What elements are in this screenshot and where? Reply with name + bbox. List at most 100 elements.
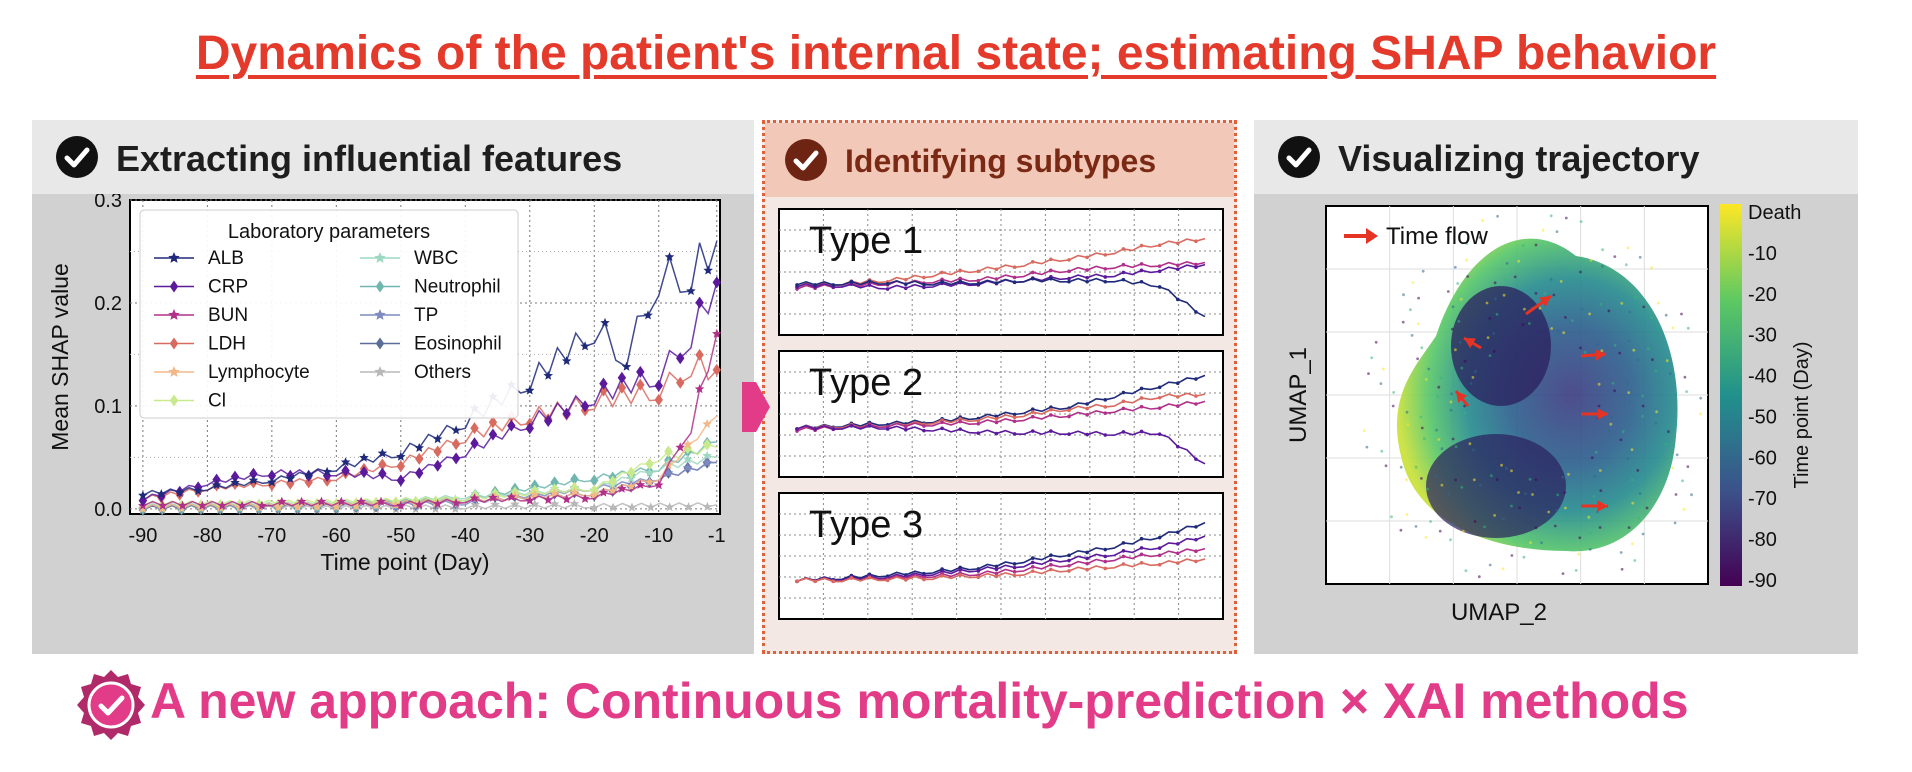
umap-point (1446, 290, 1450, 293)
umap-point (1362, 429, 1366, 433)
subtype-series-marker (1103, 253, 1108, 257)
umap-point (1468, 442, 1472, 446)
subtype-series-marker (795, 283, 799, 287)
umap-point (1488, 563, 1492, 567)
legend-marker (168, 309, 180, 320)
umap-point (1416, 357, 1419, 361)
umap-point (1429, 520, 1432, 523)
umap-point (1365, 445, 1369, 449)
umap-point (1450, 392, 1454, 396)
umap-point (1613, 389, 1616, 393)
checkmark-icon (56, 136, 98, 178)
umap-point (1384, 464, 1388, 468)
umap-point (1675, 453, 1679, 457)
checkmark-icon (1278, 136, 1320, 178)
umap-point (1597, 404, 1601, 408)
series-marker (212, 473, 221, 486)
series-marker (683, 439, 693, 449)
series-marker (376, 496, 386, 506)
subtype-series-marker (1012, 565, 1017, 570)
umap-point (1547, 510, 1551, 514)
series-marker (683, 502, 694, 512)
subtype-series-marker (976, 569, 981, 573)
series-marker (396, 474, 406, 487)
umap-point (1588, 312, 1591, 316)
umap-point (1597, 382, 1601, 386)
umap-point (1599, 302, 1603, 306)
umap-point (1571, 319, 1574, 322)
subtype-series-marker (1176, 561, 1180, 565)
subtype-series-marker (849, 576, 854, 580)
umap-point (1588, 548, 1592, 551)
subtype-series-marker (1103, 267, 1108, 271)
umap-point (1505, 262, 1509, 265)
umap-point (1559, 280, 1563, 283)
umap-point (1463, 404, 1466, 408)
subtype-series-marker (958, 419, 962, 424)
subtype-series-marker (940, 420, 944, 425)
subtype-series-marker (1121, 247, 1126, 251)
subtype-series-marker (1085, 567, 1089, 572)
series-marker (617, 371, 627, 384)
subtype-series-marker (958, 567, 962, 572)
umap-point (1370, 356, 1374, 360)
umap-point (1493, 281, 1497, 285)
subtype-series-marker (1030, 276, 1035, 281)
subtype-series-marker (1157, 432, 1162, 436)
subtype-series-marker (1176, 381, 1180, 385)
umap-point (1556, 493, 1560, 497)
umap-point (1630, 448, 1634, 451)
umap-point (1510, 554, 1514, 557)
subtype-series-marker (1103, 411, 1108, 415)
umap-point (1626, 246, 1630, 250)
series-marker (654, 379, 663, 392)
umap-point (1423, 437, 1426, 441)
legend-marker (169, 280, 179, 293)
series-marker (695, 348, 704, 361)
series-marker (664, 445, 673, 458)
subtype-series-marker (958, 416, 962, 421)
subtype-series-marker (1139, 396, 1144, 400)
umap-point (1555, 230, 1559, 233)
umap-point (1529, 541, 1532, 545)
umap-point (1562, 331, 1566, 335)
umap-point (1626, 457, 1630, 460)
umap-point (1405, 513, 1409, 516)
subtype-series-marker (976, 431, 981, 435)
subtype-series-marker (1049, 562, 1053, 567)
umap-point (1601, 248, 1604, 252)
subtype-series-marker (922, 424, 926, 428)
series-marker (414, 499, 424, 509)
series-marker (510, 490, 520, 500)
subtype-series-marker (940, 270, 944, 275)
series-marker (304, 476, 313, 489)
series-marker (636, 378, 645, 391)
umap-point (1589, 259, 1593, 262)
subtypes-panel-header: Identifying subtypes (765, 123, 1234, 197)
umap-point (1630, 478, 1634, 482)
umap-point (1471, 376, 1475, 379)
umap-point (1367, 372, 1370, 375)
subtype-series-marker (976, 282, 981, 286)
umap-point (1513, 275, 1517, 279)
series-marker (549, 499, 560, 509)
umap-point (1472, 478, 1476, 482)
umap-point (1460, 366, 1464, 370)
umap-point (1392, 391, 1396, 394)
series-marker (600, 317, 610, 327)
verified-badge-icon (77, 670, 145, 740)
umap-point (1682, 507, 1686, 511)
subtype-series-line (796, 535, 1206, 583)
subtype-series-marker (1067, 279, 1071, 284)
umap-point (1502, 517, 1505, 521)
series-marker (702, 457, 712, 467)
x-tick-label: -40 (451, 525, 480, 547)
umap-point (1619, 438, 1623, 442)
series-marker (285, 473, 295, 483)
series-marker (654, 393, 663, 406)
series-marker (451, 425, 461, 435)
subtype-series-marker (1139, 546, 1144, 550)
legend-title: Laboratory parameters (228, 221, 430, 243)
series-marker (490, 499, 500, 509)
umap-point (1501, 567, 1505, 571)
